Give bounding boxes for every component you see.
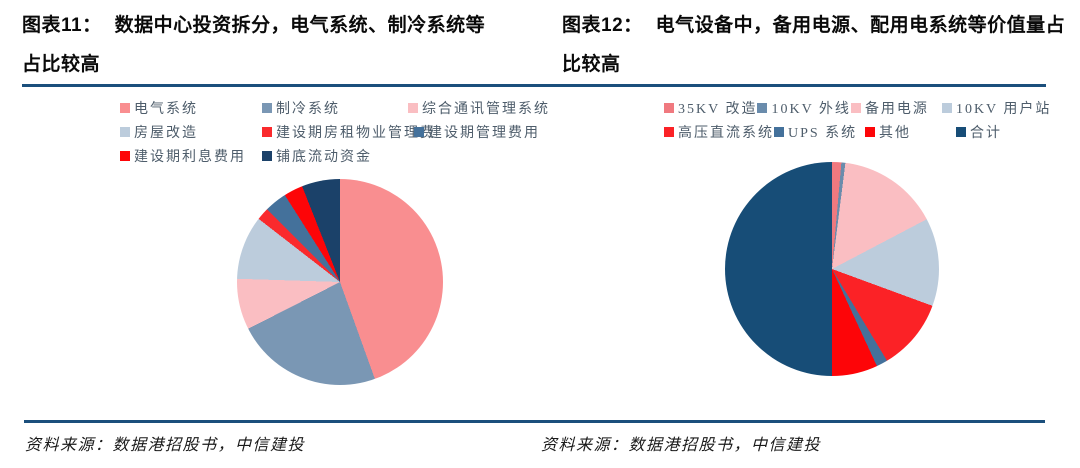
legend-label: 电气系统 — [134, 102, 198, 117]
legend-row: 房屋改造 建设期房租物业管理费 建设期管理费用 — [120, 120, 540, 144]
legend-item: 备用电源 — [850, 98, 942, 118]
source-divider-rule — [24, 420, 1045, 423]
legend-item: UPS 系统 — [774, 122, 865, 142]
legend-swatch-icon — [757, 103, 768, 113]
legend-swatch-icon — [865, 127, 875, 137]
legend-swatch-icon — [956, 127, 966, 137]
legend-item: 综合通讯管理系统 — [408, 98, 550, 118]
figure-11-title: 图表11： 数据中心投资拆分，电气系统、制冷系统等 占比较高 — [22, 6, 522, 84]
legend-item: 建设期房租物业管理费 — [262, 122, 434, 142]
legend-label: 高压直流系统 — [678, 126, 774, 141]
legend-swatch-icon — [262, 151, 272, 161]
legend-row: 高压直流系统 UPS 系统 其他 合计 — [664, 120, 1072, 144]
legend-item: 制冷系统 — [262, 98, 408, 118]
legend-item: 高压直流系统 — [664, 122, 774, 142]
legend-label: 综合通讯管理系统 — [422, 102, 550, 117]
legend-label: 制冷系统 — [276, 102, 340, 117]
legend-swatch-icon — [941, 103, 952, 113]
legend-label: 房屋改造 — [134, 126, 198, 141]
figure-12-title-line2: 比较高 — [562, 54, 621, 75]
legend-swatch-icon — [120, 103, 130, 113]
legend-label: 其他 — [879, 126, 911, 141]
legend-label: 35KV 改造 — [678, 102, 758, 117]
figure-11-legend: 电气系统 制冷系统 综合通讯管理系统房屋改造 建设期房租物业管理费 建设期管理费用建设期… — [120, 96, 548, 168]
legend-swatch-icon — [664, 127, 674, 137]
legend-swatch-icon — [262, 103, 272, 113]
legend-label: 合计 — [970, 126, 1002, 141]
legend-label: UPS 系统 — [788, 126, 858, 141]
legend-swatch-icon — [850, 103, 861, 113]
legend-label: 铺底流动资金 — [276, 150, 372, 165]
legend-item: 其他 — [865, 122, 956, 142]
legend-label: 备用电源 — [864, 102, 929, 117]
legend-row: 建设期利息费用 铺底流动资金 — [120, 144, 540, 168]
figure-12-source: 资料来源：数据港招股书，中信建投 — [541, 437, 822, 454]
figure-11-title-text: 数据中心投资拆分，电气系统、制冷系统等 — [114, 15, 486, 36]
legend-swatch-icon — [120, 127, 130, 137]
legend-swatch-icon — [774, 127, 784, 137]
legend-item: 35KV 改造 — [664, 98, 757, 118]
figure-12-pie-chart — [725, 162, 939, 376]
figure-12-title-line1: 图表12： 电气设备中，备用电源、配用电系统等价值量占 — [562, 6, 1067, 45]
legend-item: 建设期管理费用 — [414, 122, 540, 142]
legend-row: 35KV 改造 10KV 外线 备用电源 10KV 用户站 — [664, 96, 1072, 120]
legend-label: 建设期利息费用 — [134, 150, 246, 165]
legend-label: 10KV 用户站 — [955, 102, 1052, 117]
legend-label: 建设期管理费用 — [428, 126, 540, 141]
legend-label: 10KV 外线 — [771, 102, 851, 117]
legend-swatch-icon — [414, 127, 424, 137]
figure-11-title-line1: 图表11： 数据中心投资拆分，电气系统、制冷系统等 — [22, 6, 522, 45]
figure-11-pie-chart — [237, 179, 443, 385]
legend-swatch-icon — [408, 103, 418, 113]
legend-row: 电气系统 制冷系统 综合通讯管理系统 — [120, 96, 548, 120]
legend-swatch-icon — [664, 103, 674, 113]
legend-item: 电气系统 — [120, 98, 262, 118]
legend-label: 建设期房租物业管理费 — [276, 126, 436, 141]
legend-item: 铺底流动资金 — [262, 146, 408, 166]
figure-11-source: 资料来源：数据港招股书，中信建投 — [25, 437, 306, 454]
legend-item: 建设期利息费用 — [120, 146, 262, 166]
figure-11-label: 图表11： — [22, 15, 102, 36]
legend-item: 10KV 用户站 — [941, 98, 1052, 118]
legend-swatch-icon — [262, 127, 272, 137]
figure-12-legend: 35KV 改造 10KV 外线 备用电源 10KV 用户站高压直流系统 UPS 系统 其他… — [664, 96, 1072, 144]
legend-item: 房屋改造 — [120, 122, 262, 142]
figure-12-title-text: 电气设备中，备用电源、配用电系统等价值量占 — [655, 15, 1066, 36]
legend-item: 10KV 外线 — [757, 98, 850, 118]
figure-12-title: 图表12： 电气设备中，备用电源、配用电系统等价值量占 比较高 — [562, 6, 1067, 84]
figure-12-label: 图表12： — [562, 15, 643, 36]
legend-item: 合计 — [956, 122, 1047, 142]
figure-11-title-line2: 占比较高 — [22, 54, 101, 75]
legend-swatch-icon — [120, 151, 130, 161]
title-divider-rule — [22, 84, 1046, 87]
